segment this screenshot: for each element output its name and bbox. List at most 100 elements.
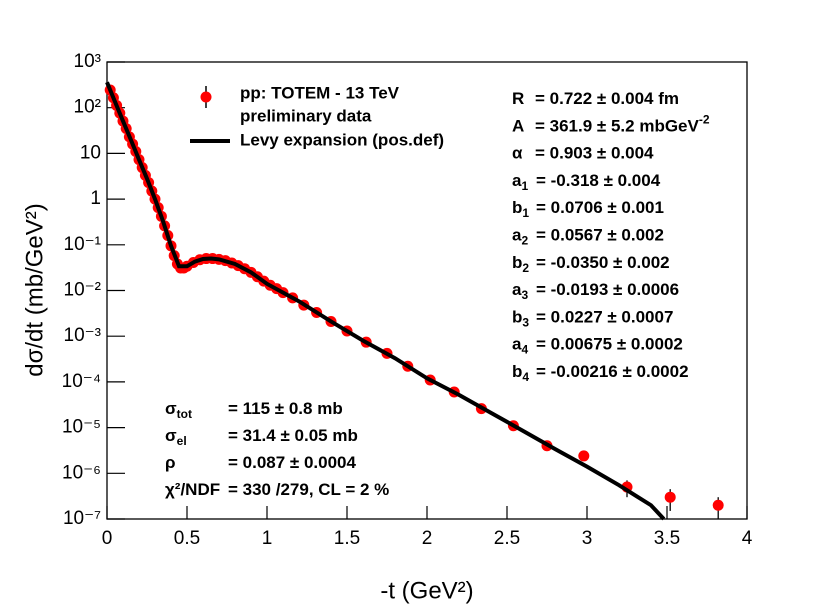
annotation-value: = 0.0227 ± 0.0007 [536, 308, 673, 327]
annotation-value: = 0.087 ± 0.0004 [228, 453, 357, 472]
y-tick-label: 10⁻⁶ [62, 462, 101, 483]
annotation-symbol: R [512, 89, 524, 108]
y-tick-label: 10⁻⁷ [63, 508, 101, 529]
x-tick-label: 3 [582, 528, 593, 549]
annotation-value: = 115 ± 0.8 mb [228, 399, 343, 418]
annotation-subscript: 4 [521, 343, 528, 357]
annotation-symbol: b [512, 308, 522, 327]
annotation-symbol: b [512, 199, 522, 218]
annotation-subscript: 1 [522, 206, 529, 220]
annotation-text: = 0.00675 ± 0.0002 [536, 335, 683, 354]
annotation-subscript: tot [177, 407, 192, 421]
y-tick-label: 10⁻⁵ [62, 417, 101, 438]
fit-line [105, 81, 666, 521]
annotation: R [512, 89, 524, 108]
annotation: b4 [512, 362, 529, 384]
annotation-value: = 0.903 ± 0.004 [535, 144, 654, 163]
y-tick-label: 10² [74, 97, 101, 118]
y-tick-label: 10³ [74, 51, 101, 72]
annotation-value: = -0.318 ± 0.004 [536, 171, 661, 190]
annotation-text: = -0.00216 ± 0.0002 [536, 362, 689, 381]
annotation-value: = 0.00675 ± 0.0002 [536, 335, 683, 354]
annotation: α [512, 144, 523, 163]
data-point [712, 499, 724, 511]
y-tick-label: 10⁻² [64, 280, 102, 301]
annotation-subscript: 2 [522, 261, 529, 275]
x-tick-label: 1.5 [334, 528, 360, 549]
annotation-text: = 330 /279, CL = 2 % [228, 480, 389, 499]
x-tick-label: 1 [262, 528, 273, 549]
annotation: b1 [512, 199, 529, 221]
annotation-text: = 361.9 ± 5.2 mbGeV [535, 117, 700, 136]
x-tick-label: 2 [422, 528, 433, 549]
data-point [578, 450, 590, 462]
annotation-value: = -0.0193 ± 0.0006 [536, 281, 679, 300]
legend-label: Levy expansion (pos.def) [240, 130, 444, 149]
annotation-text: = -0.0350 ± 0.002 [536, 253, 670, 272]
annotation-symbol: a [512, 226, 522, 245]
legend-subtitle: preliminary data [240, 106, 372, 125]
y-tick-label: 10 [80, 142, 101, 163]
annotation-symbol: b [512, 253, 522, 272]
x-axis-title: -t (GeV²) [380, 577, 473, 604]
annotation-value: = -0.00216 ± 0.0002 [536, 362, 689, 381]
legend-label: pp: TOTEM - 13 TeV [240, 83, 400, 102]
annotation-text: = 31.4 ± 0.05 mb [228, 426, 358, 445]
annotation: b2 [512, 253, 529, 275]
annotation: a1 [512, 171, 528, 193]
annotation-text: = 0.0227 ± 0.0007 [536, 308, 673, 327]
x-tick-label: 3.5 [654, 528, 680, 549]
annotation-subscript: el [177, 434, 187, 448]
annotation: b3 [512, 308, 529, 330]
annotation-symbol: a [512, 335, 522, 354]
annotation-symbol: ρ [165, 453, 176, 472]
annotation-subscript: 1 [521, 179, 528, 193]
annotation-subscript: 4 [522, 370, 529, 384]
annotation-text: = 0.903 ± 0.004 [535, 144, 654, 163]
x-tick-label: 0.5 [174, 528, 200, 549]
annotation-symbol: a [512, 171, 522, 190]
annotation: a3 [512, 281, 528, 303]
annotation-text: = 0.0567 ± 0.002 [536, 226, 664, 245]
annotation: σel [165, 426, 187, 448]
annotation-subscript: 3 [521, 288, 528, 302]
annotation-value: = 361.9 ± 5.2 mbGeV-2 [535, 112, 710, 135]
annotation-symbol: α [512, 144, 523, 163]
annotation-symbol: a [512, 281, 522, 300]
annotation-value: = 0.722 ± 0.004 fm [535, 89, 679, 108]
y-tick-label: 1 [90, 188, 101, 209]
annotation-symbol: A [512, 117, 524, 136]
x-tick-label: 0 [102, 528, 113, 549]
annotation-value: = -0.0350 ± 0.002 [536, 253, 670, 272]
x-tick-label: 2.5 [494, 528, 520, 549]
annotation-value: = 0.0706 ± 0.001 [536, 199, 664, 218]
annotation: χ²/NDF [165, 480, 220, 499]
annotation-value: = 31.4 ± 0.05 mb [228, 426, 358, 445]
data-point [664, 491, 676, 503]
annotation-symbol: b [512, 362, 522, 381]
annotation: a2 [512, 226, 528, 248]
annotation-subscript: 3 [522, 316, 529, 330]
annotation: σtot [165, 399, 192, 421]
annotation-text: = 0.0706 ± 0.001 [536, 199, 664, 218]
x-tick-label: 4 [742, 528, 753, 549]
y-tick-label: 10⁻⁴ [62, 371, 101, 392]
annotation-value: = 330 /279, CL = 2 % [228, 480, 389, 499]
y-tick-label: 10⁻¹ [64, 234, 102, 255]
legend-marker [200, 91, 212, 103]
annotation-text: = 0.722 ± 0.004 fm [535, 89, 679, 108]
annotation-text: = 0.087 ± 0.0004 [228, 453, 357, 472]
annotation-symbol: σ [165, 399, 177, 418]
annotation-symbol: χ²/NDF [165, 480, 220, 499]
y-tick-label: 10⁻³ [64, 325, 102, 346]
y-axis-title: dσ/dt (mb/GeV²) [21, 203, 48, 377]
annotation-superscript: -2 [699, 112, 710, 126]
annotation-symbol: σ [165, 426, 177, 445]
annotation-value: = 0.0567 ± 0.002 [536, 226, 664, 245]
annotation-text: = -0.0193 ± 0.0006 [536, 281, 679, 300]
annotation: A [512, 117, 524, 136]
annotation-text: = -0.318 ± 0.004 [536, 171, 661, 190]
annotation-subscript: 2 [521, 234, 528, 248]
annotation: a4 [512, 335, 528, 357]
